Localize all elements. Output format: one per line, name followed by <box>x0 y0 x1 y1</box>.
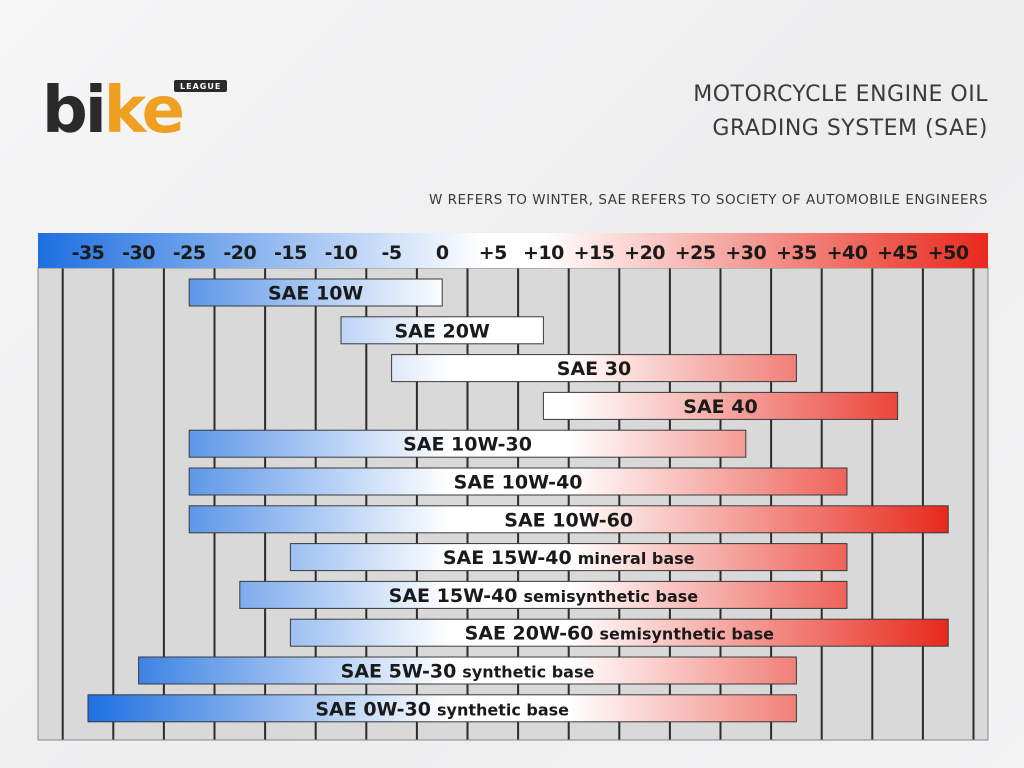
x-tick-label: -5 <box>382 242 402 264</box>
oil-range-label: SAE 10W-30 <box>403 434 532 456</box>
oil-grade-name: SAE 30 <box>557 358 631 380</box>
logo-wordmark-orange: ke <box>103 74 185 148</box>
x-tick-label: +15 <box>574 242 615 264</box>
oil-range-label: SAE 10W <box>268 283 363 305</box>
x-tick-label: -25 <box>173 242 206 264</box>
oil-grade-name: SAE 15W-40 <box>443 547 572 569</box>
oil-grade-name: SAE 40 <box>683 396 757 418</box>
oil-range-bar <box>289 618 949 647</box>
x-tick-label: +30 <box>725 242 766 264</box>
oil-range-label: SAE 20W-60 semisynthetic base <box>465 623 775 645</box>
oil-range-bar <box>188 467 848 496</box>
oil-base-type: synthetic base <box>462 663 594 682</box>
oil-grade-name: SAE 15W-40 <box>389 585 518 607</box>
oil-range-bar <box>542 391 899 420</box>
oil-grade-name: SAE 20W-60 <box>465 623 594 645</box>
oil-grade-name: SAE 20W <box>395 320 490 342</box>
oil-grade-name: SAE 10W <box>268 283 363 305</box>
x-tick-label: +50 <box>928 242 969 264</box>
oil-range-label: SAE 40 <box>683 396 757 418</box>
x-tick-label: +25 <box>675 242 716 264</box>
oil-range-bar <box>138 656 797 685</box>
oil-range-label: SAE 20W <box>395 320 490 342</box>
title-line-1: MOTORCYCLE ENGINE OIL <box>693 82 988 107</box>
oil-grade-name: SAE 0W-30 <box>315 698 431 720</box>
oil-grade-name: SAE 5W-30 <box>341 661 457 683</box>
oil-base-type: mineral base <box>578 549 695 568</box>
oil-range-label: SAE 10W-40 <box>454 472 583 494</box>
title-line-2: GRADING SYSTEM (SAE) <box>712 116 988 141</box>
oil-base-type: semisynthetic base <box>599 625 774 644</box>
logo-wordmark-dark: bi <box>42 74 107 148</box>
oil-range-bar <box>391 354 797 383</box>
oil-base-type: semisynthetic base <box>524 587 699 606</box>
oil-grade-name: SAE 10W-30 <box>403 434 532 456</box>
x-tick-label: -15 <box>274 242 307 264</box>
x-tick-label: +20 <box>624 242 665 264</box>
x-tick-label: +35 <box>776 242 817 264</box>
x-tick-label: -10 <box>325 242 358 264</box>
oil-range-bar <box>239 580 848 609</box>
oil-range-label: SAE 30 <box>557 358 631 380</box>
oil-range-label: SAE 15W-40 semisynthetic base <box>389 585 699 607</box>
page-subtitle: W REFERS TO WINTER, SAE REFERS TO SOCIET… <box>428 192 988 208</box>
bike-league-logo: bike LEAGUE <box>42 78 228 144</box>
x-tick-label: +10 <box>523 242 564 264</box>
oil-base-type: synthetic base <box>437 700 569 719</box>
oil-range-bar <box>188 429 747 458</box>
oil-grade-name: SAE 10W-60 <box>504 509 633 531</box>
oil-range-label: SAE 15W-40 mineral base <box>443 547 695 569</box>
x-tick-label: -30 <box>122 242 155 264</box>
temperature-scale-band <box>38 233 988 268</box>
x-tick-label: +45 <box>877 242 918 264</box>
oil-range-label: SAE 0W-30 synthetic base <box>315 698 569 720</box>
oil-range-bar <box>188 505 949 534</box>
oil-range-bar <box>87 694 797 723</box>
x-tick-label: -35 <box>72 242 105 264</box>
x-tick-label: 0 <box>436 242 449 264</box>
logo-wordmark: bike <box>42 78 185 144</box>
logo-badge: LEAGUE <box>174 80 228 92</box>
page-title: MOTORCYCLE ENGINE OIL GRADING SYSTEM (SA… <box>468 78 988 146</box>
oil-grade-name: SAE 10W-40 <box>454 472 583 494</box>
oil-range-label: SAE 5W-30 synthetic base <box>341 661 595 683</box>
oil-range-bar <box>340 316 544 345</box>
x-tick-label: +40 <box>827 242 868 264</box>
x-tick-label: +5 <box>479 242 507 264</box>
oil-range-label: SAE 10W-60 <box>504 509 633 531</box>
oil-range-bar <box>289 543 848 572</box>
oil-range-bar <box>188 278 443 307</box>
x-tick-label: -20 <box>223 242 256 264</box>
